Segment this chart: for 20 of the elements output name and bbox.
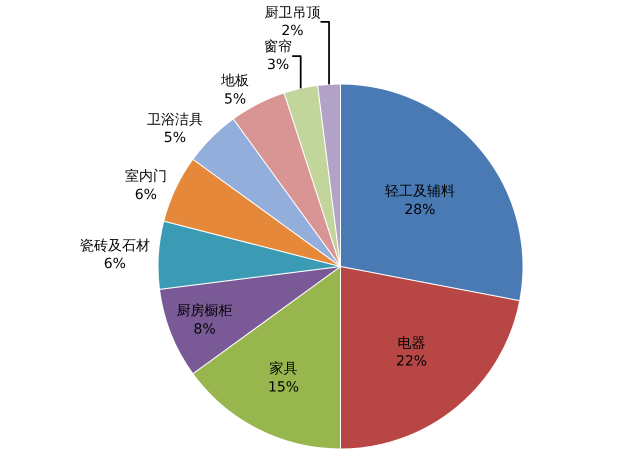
slice-label: 轻工及辅料 [384,184,455,200]
data-label: 2% [281,23,304,40]
data-label: 6% [134,186,157,203]
slice-label: 卫浴洁具 [146,112,203,128]
data-label: 15% [268,379,300,396]
data-label: 8% [194,321,216,338]
slice-label: 地板 [220,73,250,90]
slice-label: 家具 [270,361,298,378]
slice-label: 瓷砖及石材 [80,238,150,254]
slice-label: 窗帘 [264,39,292,56]
slice-label: 电器 [398,335,426,352]
slice-label: 室内门 [124,168,167,185]
data-label: 5% [164,130,186,146]
slice-label: 厨卫吊顶 [264,4,320,21]
data-label: 3% [267,57,290,74]
data-label: 28% [404,202,436,218]
slice-label: 厨房橱柜 [176,303,233,320]
data-label: 5% [224,91,246,108]
data-label: 22% [396,353,428,370]
data-label: 6% [104,256,126,272]
